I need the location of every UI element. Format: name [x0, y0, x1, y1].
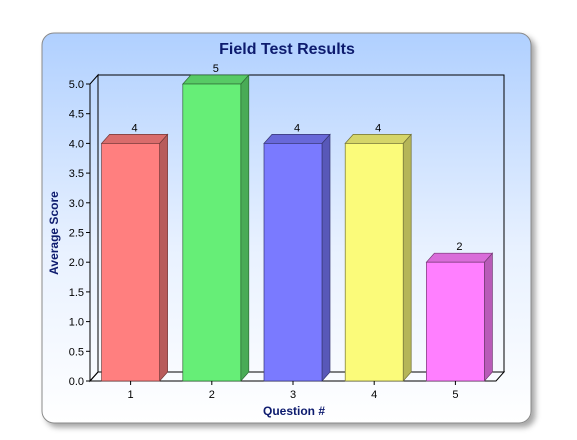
x-tick-label: 1 — [128, 389, 134, 401]
y-tick-label: 3.5 — [69, 168, 84, 180]
bar-front-face — [344, 143, 404, 382]
y-tick-label: 4.0 — [69, 138, 84, 150]
y-tick-label: 0.0 — [69, 376, 84, 388]
y-axis-ticks: 0.0 0.5 1.0 1.5 2.0 2.5 3.0 3.5 4.0 4.5 5.0 — [69, 79, 90, 388]
x-tick-label: 2 — [209, 389, 215, 401]
bar-side-face — [484, 252, 493, 382]
bar-front-face — [182, 83, 242, 382]
y-tick-label: 1.5 — [69, 287, 84, 299]
bar-value-label: 4 — [132, 122, 138, 134]
y-tick-label: 3.0 — [69, 198, 84, 210]
bar-top-face — [425, 252, 494, 263]
bar-4: 4 — [344, 122, 412, 382]
bar-value-label: 5 — [213, 63, 219, 75]
bar-side-face — [321, 133, 331, 382]
bar-top-face — [263, 134, 331, 144]
bar-top-face — [344, 134, 412, 144]
bar-front-face — [426, 261, 485, 382]
bar-5: 2 — [425, 241, 494, 382]
y-tick-label: 0.5 — [69, 346, 84, 358]
bar-value-label: 2 — [456, 241, 462, 253]
bar-front-face — [101, 143, 160, 382]
bars-group: 4 5 4 4 2 — [100, 63, 494, 382]
y-tick-label: 5.0 — [69, 79, 84, 91]
bar-3: 4 — [263, 122, 331, 382]
bar-side-face — [240, 74, 250, 382]
bar-side-face — [159, 133, 168, 382]
y-axis-label: Average Score — [47, 191, 61, 275]
x-tick-label: 5 — [452, 389, 458, 401]
x-tick-label: 3 — [290, 389, 296, 401]
bar-front-face — [263, 143, 323, 382]
y-tick-label: 2.5 — [69, 228, 84, 240]
bar-value-label: 4 — [294, 122, 300, 134]
bar-top-face — [182, 74, 250, 85]
y-tick-label: 4.5 — [69, 109, 84, 121]
bar-1: 4 — [100, 122, 169, 382]
bar-2: 5 — [182, 63, 250, 382]
bar-side-face — [402, 133, 412, 382]
bar-value-label: 4 — [375, 122, 381, 134]
x-tick-label: 4 — [371, 389, 377, 401]
y-tick-label: 1.0 — [69, 317, 84, 329]
bar-top-face — [100, 134, 169, 144]
y-tick-label: 2.0 — [69, 257, 84, 269]
x-axis-ticks: 1 2 3 4 5 — [128, 381, 458, 401]
chart-title: Field Test Results — [219, 41, 355, 58]
x-axis-label: Question # — [263, 404, 325, 418]
